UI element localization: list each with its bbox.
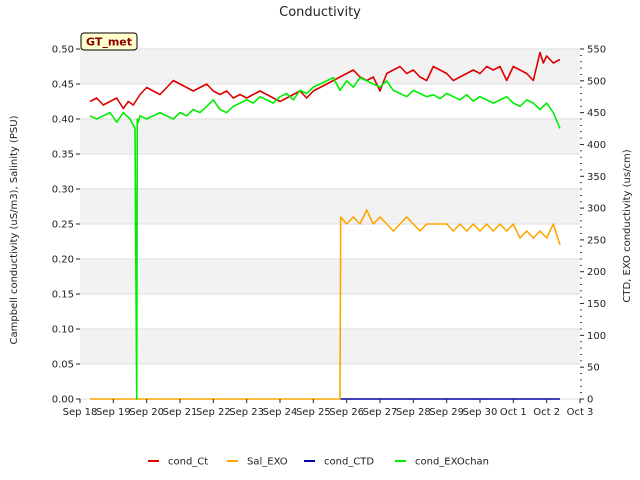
right-tick-label: 250 (587, 235, 606, 246)
legend-label-cond_Ct: cond_Ct (168, 457, 208, 468)
right-tick-label: 300 (587, 204, 606, 215)
right-tick-label: 50 (587, 363, 600, 374)
right-axis-label: CTD, EXO conductivity (us/cm) (622, 149, 633, 302)
x-tick-label: Sep 29 (429, 407, 464, 418)
left-tick-label: 0.40 (52, 115, 74, 126)
background-band (80, 259, 580, 294)
x-tick-label: Sep 24 (263, 407, 298, 418)
series-line-cond_EXOchan (89, 76, 561, 400)
right-tick-label: 100 (587, 331, 606, 342)
left-tick-label: 0.05 (52, 360, 74, 371)
x-tick-label: Sep 26 (329, 407, 364, 418)
left-axis-ticks: 0.00 0.05 0.10 0.15 0.20 0.25 0.30 0.35 0.40 0.45… (52, 45, 80, 406)
x-tick-label: Sep 20 (129, 407, 164, 418)
x-tick-label: Sep 18 (63, 407, 98, 418)
badge-label: GT_met (86, 36, 132, 49)
background-band (80, 119, 580, 154)
left-tick-label: 0.25 (52, 220, 74, 231)
right-tick-label: 550 (587, 45, 606, 56)
x-tick-label: Sep 28 (396, 407, 431, 418)
left-tick-label: 0.50 (52, 45, 74, 56)
right-tick-label: 400 (587, 140, 606, 151)
right-tick-label: 0 (587, 395, 593, 406)
left-tick-label: 0.35 (52, 150, 74, 161)
legend-label-Sal_EXO: Sal_EXO (247, 457, 288, 468)
series-lines (89, 51, 561, 400)
right-tick-label: 500 (587, 76, 606, 87)
chart-title: Conductivity (279, 5, 361, 20)
x-tick-label: Sep 19 (96, 407, 131, 418)
right-tick-label: 450 (587, 108, 606, 119)
x-tick-label: Sep 22 (196, 407, 231, 418)
x-tick-label: Oct 3 (567, 407, 594, 418)
legend-label-cond_EXOchan: cond_EXOchan (415, 457, 489, 468)
series-line-Sal_EXO (90, 209, 561, 400)
right-tick-label: 350 (587, 172, 606, 183)
station-badge: GT_met (80, 32, 138, 51)
badge-box (80, 32, 138, 51)
legend-label-cond_CTD: cond_CTD (324, 457, 374, 468)
left-tick-label: 0.00 (52, 395, 74, 406)
series-line-cond_Ct (89, 51, 561, 110)
right-axis-ticks: 0 50 100 150 200 250 300 350 400 450 500 550 (580, 45, 606, 406)
left-tick-label: 0.45 (52, 80, 74, 91)
left-tick-label: 0.20 (52, 255, 74, 266)
legend: cond_Ct Sal_EXO cond_CTD cond_EXOchan (148, 457, 489, 468)
left-tick-label: 0.30 (52, 185, 74, 196)
left-tick-label: 0.15 (52, 290, 74, 301)
background-band (80, 49, 580, 84)
left-axis-label: Campbell conductivity (uS/m3), Salinity … (9, 115, 20, 344)
background-band (80, 329, 580, 364)
left-tick-label: 0.10 (52, 325, 74, 336)
x-tick-label: Oct 2 (533, 407, 560, 418)
x-tick-label: Sep 27 (363, 407, 398, 418)
right-tick-label: 150 (587, 299, 606, 310)
x-tick-label: Sep 25 (296, 407, 331, 418)
x-tick-label: Sep 30 (463, 407, 498, 418)
x-tick-label: Sep 21 (163, 407, 198, 418)
x-tick-label: Sep 23 (229, 407, 264, 418)
background-band (80, 189, 580, 224)
right-tick-label: 200 (587, 267, 606, 278)
x-tick-label: Oct 1 (500, 407, 527, 418)
